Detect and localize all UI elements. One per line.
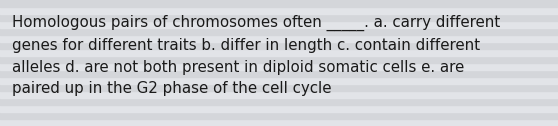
Bar (0, 56, 558, 63)
Bar (0, 84, 558, 91)
Bar (0, 21, 558, 28)
Bar (0, 14, 558, 21)
Bar (0, 28, 558, 35)
Bar (0, 98, 558, 105)
Bar (0, 7, 558, 14)
Bar (0, 70, 558, 77)
Bar (0, 77, 558, 84)
Bar (0, 0, 558, 7)
Bar (0, 63, 558, 70)
Bar (0, 91, 558, 98)
Bar (0, 35, 558, 42)
Bar (0, 105, 558, 112)
Text: Homologous pairs of chromosomes often _____. a. carry different
genes for differ: Homologous pairs of chromosomes often __… (12, 15, 501, 96)
Bar (0, 119, 558, 126)
Bar (0, 42, 558, 49)
Bar (0, 112, 558, 119)
Bar (0, 49, 558, 56)
